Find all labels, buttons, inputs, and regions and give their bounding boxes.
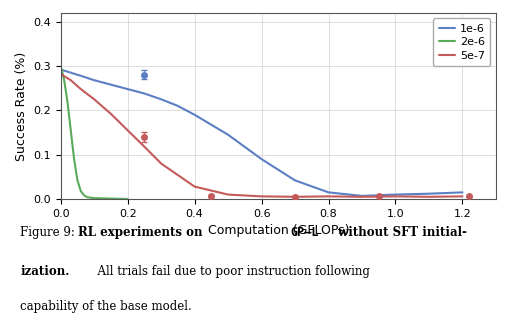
Text: GP–L: GP–L [289, 226, 318, 239]
5e-7 [141, 145, 147, 149]
5e-7 [78, 87, 84, 91]
2e-6 [68, 128, 74, 132]
2e-6 [78, 189, 84, 193]
5e-7 [91, 97, 97, 101]
1e-6 [158, 97, 164, 101]
X-axis label: Computation (GFLOPs): Computation (GFLOPs) [207, 224, 348, 237]
1e-6 [108, 83, 114, 87]
1e-6 [141, 91, 147, 95]
Line: 2e-6: 2e-6 [61, 66, 127, 199]
1e-6 [78, 74, 84, 78]
1e-6 [91, 78, 97, 82]
Text: RL experiments on: RL experiments on [78, 226, 207, 239]
1e-6 [425, 192, 431, 195]
1e-6 [225, 133, 231, 137]
5e-7 [108, 112, 114, 116]
5e-7 [191, 185, 197, 188]
5e-7 [358, 195, 364, 199]
Text: ization.: ization. [20, 265, 70, 278]
2e-6 [71, 157, 77, 161]
Text: without SFT initial-: without SFT initial- [333, 226, 466, 239]
2e-6 [81, 194, 87, 197]
1e-6 [58, 68, 64, 72]
5e-7 [225, 193, 231, 196]
5e-7 [291, 195, 297, 199]
2e-6 [84, 195, 90, 199]
1e-6 [124, 87, 130, 91]
5e-7 [124, 128, 130, 132]
Y-axis label: Success Rate (%): Success Rate (%) [15, 51, 28, 160]
2e-6 [91, 196, 97, 200]
5e-7 [425, 195, 431, 199]
Line: 1e-6: 1e-6 [61, 70, 462, 196]
1e-6 [459, 190, 465, 194]
5e-7 [459, 195, 465, 198]
Legend: 1e-6, 2e-6, 5e-7: 1e-6, 2e-6, 5e-7 [432, 18, 489, 66]
1e-6 [68, 71, 74, 74]
2e-6 [64, 100, 70, 103]
Text: All trials fail due to poor instruction following: All trials fail due to poor instruction … [90, 265, 369, 278]
5e-7 [392, 195, 398, 198]
2e-6 [108, 197, 114, 201]
1e-6 [291, 178, 297, 182]
Text: Figure 9:: Figure 9: [20, 226, 79, 239]
1e-6 [175, 104, 181, 108]
5e-7 [258, 195, 264, 198]
5e-7 [325, 195, 331, 198]
5e-7 [158, 162, 164, 166]
2e-6 [124, 197, 130, 201]
Text: capability of the base model.: capability of the base model. [20, 300, 191, 313]
1e-6 [392, 193, 398, 196]
1e-6 [325, 190, 331, 194]
5e-7 [68, 78, 74, 82]
5e-7 [58, 72, 64, 76]
1e-6 [358, 194, 364, 198]
2e-6 [61, 77, 67, 81]
Text: 1e10: 1e10 [503, 221, 505, 231]
1e-6 [191, 113, 197, 117]
2e-6 [58, 64, 64, 68]
2e-6 [74, 178, 80, 182]
Line: 5e-7: 5e-7 [61, 74, 462, 197]
1e-6 [258, 157, 264, 161]
